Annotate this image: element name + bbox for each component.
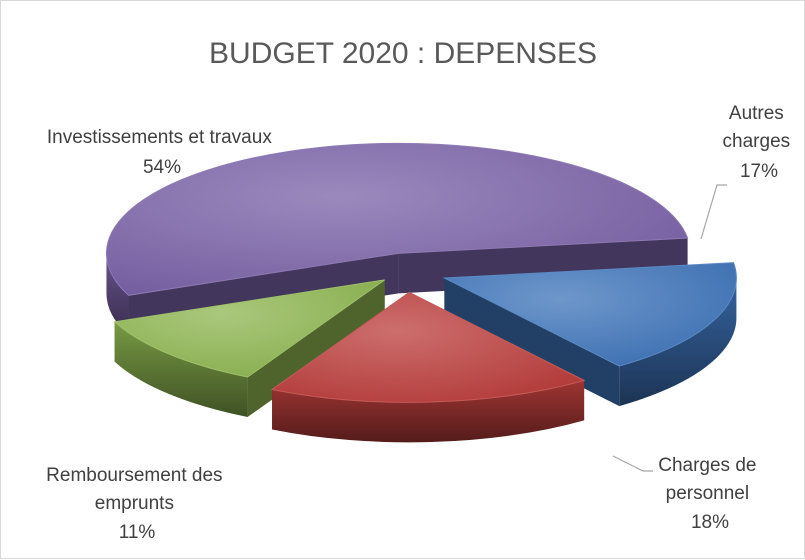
leader-line-autres-charges — [700, 184, 727, 240]
slice-charges-de-personnel — [270, 291, 586, 443]
leader-line-charges-de-personnel — [612, 455, 653, 472]
data-label-investissements-et-travaux: Investissements et travaux 54% — [47, 127, 277, 178]
slice-autres-charges — [442, 262, 737, 407]
data-label-charges-de-personnel: Charges de personnel 18% — [658, 455, 762, 533]
chart-title: BUDGET 2020 : DEPENSES — [209, 37, 597, 70]
data-label-autres-charges: Autres charges 17% — [723, 103, 796, 182]
data-label-remboursement-des-emprunts: Remboursement des emprunts 11% — [46, 465, 228, 543]
